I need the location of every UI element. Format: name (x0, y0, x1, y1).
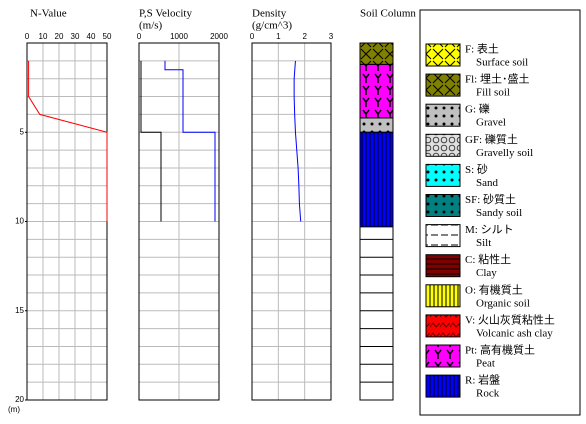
legend-label: Fl: 埋土･盛土 (465, 72, 529, 86)
panel-subtitle: (g/cm^3) (252, 20, 292, 32)
x-tick-label: 40 (87, 32, 96, 41)
panel-title: Soil Column (360, 8, 416, 20)
panel-title: P,S Velocity (139, 8, 192, 20)
legend-label: S: 砂 (465, 163, 488, 176)
legend-label: F: 表土 (465, 42, 499, 56)
x-tick-label: 2 (302, 32, 307, 41)
x-tick-label: 0 (250, 32, 255, 41)
legend-label: M: シルト (465, 224, 514, 236)
legend-label: C: 粘性土 (465, 252, 511, 266)
legend-swatch (425, 103, 461, 127)
legend-sublabel: Gravelly soil (476, 147, 533, 159)
legend-sublabel: Clay (476, 267, 497, 279)
legend-label: GF: 礫質土 (465, 132, 518, 146)
legend-label: R: 岩盤 (465, 373, 500, 387)
soil-layer (359, 117, 394, 133)
legend-swatch (425, 163, 461, 187)
x-tick-label: 3 (329, 32, 334, 41)
x-tick-label: 50 (103, 32, 112, 41)
legend-swatch (425, 374, 461, 398)
x-tick-label: 0 (137, 32, 142, 41)
legend-sublabel: Sand (476, 177, 499, 189)
legend-label: Pt: 高有機質土 (465, 343, 535, 357)
legend-swatch (425, 344, 461, 368)
soil-layer (359, 63, 394, 119)
legend-swatch (425, 284, 461, 308)
data-line (140, 60, 162, 222)
legend-label: V: 火山灰質粘性土 (465, 312, 555, 326)
x-tick-label: 2000 (210, 32, 228, 41)
data-line (293, 60, 302, 222)
legend-sublabel: Silt (476, 237, 491, 249)
panel-title: Density (252, 8, 287, 20)
legend-label: SF: 砂質土 (465, 192, 516, 206)
x-tick-label: 10 (39, 32, 48, 41)
legend-sublabel: Organic soil (476, 297, 530, 309)
y-tick-label: 15 (15, 306, 24, 315)
plot-frame (251, 42, 332, 401)
data-line (28, 60, 108, 222)
legend-swatch (425, 43, 461, 67)
x-tick-label: 1000 (170, 32, 188, 41)
y-axis-label: (m) (8, 405, 20, 414)
legend-swatch (425, 314, 461, 338)
y-tick-label: 20 (15, 395, 24, 404)
data-line (164, 60, 216, 222)
legend-sublabel: Sandy soil (476, 207, 522, 219)
legend-swatch (425, 224, 461, 248)
y-tick-label: 5 (20, 127, 25, 136)
legend-sublabel: Peat (476, 358, 495, 370)
legend-swatch (425, 73, 461, 97)
legend-sublabel: Gravel (476, 117, 506, 129)
soil-layer (359, 131, 394, 228)
x-tick-label: 20 (55, 32, 64, 41)
soil-layer (359, 42, 394, 65)
x-tick-label: 30 (71, 32, 80, 41)
legend-sublabel: Fill soil (476, 87, 510, 99)
legend-swatch (425, 194, 461, 217)
y-tick-label: 10 (15, 217, 24, 226)
legend-label: G: 礫 (465, 102, 490, 116)
legend-sublabel: Rock (476, 388, 500, 400)
panel-subtitle: (m/s) (139, 20, 163, 32)
legend-sublabel: Volcanic ash clay (476, 327, 553, 339)
legend-swatch (425, 254, 461, 278)
legend-sublabel: Surface soil (476, 57, 528, 69)
legend-swatch (425, 133, 461, 157)
column-frame (359, 42, 394, 401)
legend-label: O: 有機質土 (465, 282, 523, 296)
plot-frame (138, 42, 220, 401)
panel-title: N-Value (30, 8, 67, 20)
x-tick-label: 1 (276, 32, 281, 41)
x-tick-label: 0 (25, 32, 30, 41)
